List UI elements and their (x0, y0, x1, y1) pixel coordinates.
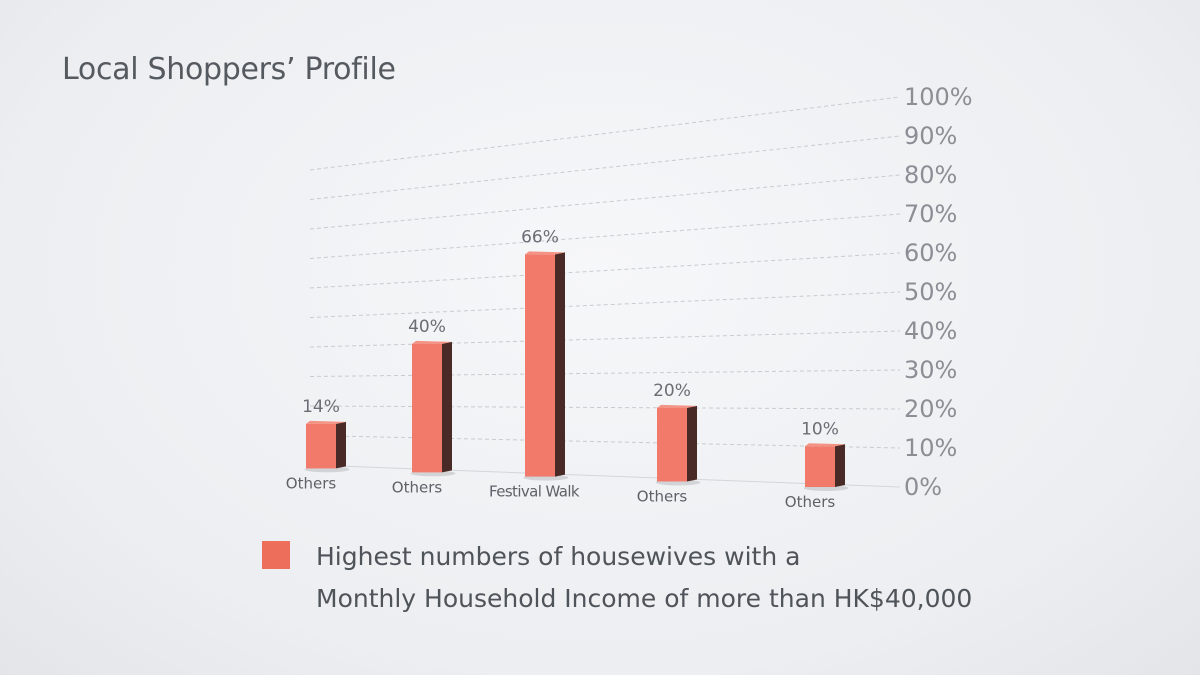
bar (410, 340, 456, 477)
bar-top (805, 443, 845, 447)
category-label: Others (785, 493, 836, 511)
gridlines (309, 96, 901, 488)
legend: Highest numbers of housewives with a Mon… (262, 536, 972, 620)
data-label: 14% (302, 397, 340, 417)
y-tick-label: 0% (904, 473, 942, 501)
bar (655, 404, 701, 486)
bar-front (412, 343, 442, 473)
bar-front (525, 254, 555, 477)
bar (523, 251, 569, 481)
bar-top (525, 251, 565, 255)
bar-front (306, 423, 336, 469)
y-tick-label: 40% (904, 317, 957, 345)
bar-side (442, 341, 452, 473)
data-labels: 14% 40% 66% 20% 10% (302, 227, 839, 439)
gridline (309, 213, 901, 259)
data-label: 66% (521, 227, 559, 247)
gridline (309, 174, 901, 230)
bar-side (835, 444, 845, 488)
y-tick-label: 20% (904, 395, 957, 423)
legend-line-1: Highest numbers of housewives with a (316, 542, 801, 571)
bar-front (657, 407, 687, 482)
bar-side (555, 252, 565, 477)
bar-side (687, 405, 697, 482)
category-label: Others (392, 478, 443, 496)
y-tick-label: 60% (904, 239, 957, 267)
y-axis-ticks: 0% 10% 20% 30% 40% 50% 60% 70% 80% 90% 100% (904, 83, 973, 501)
bar-top (657, 404, 697, 408)
category-label: Festival Walk (489, 483, 580, 501)
gridline (309, 135, 901, 200)
bar-front (805, 446, 835, 488)
bar-top (412, 340, 452, 344)
gridline (309, 405, 901, 410)
gridline (309, 330, 901, 348)
legend-swatch (262, 541, 290, 569)
y-tick-label: 70% (904, 200, 957, 228)
y-tick-label: 80% (904, 161, 957, 189)
category-labels: Others Others Festival Walk Others Others (286, 474, 836, 511)
slide-title: Local Shoppers’ Profile (62, 52, 396, 87)
category-label: Others (637, 487, 688, 505)
bar-side (336, 421, 346, 469)
gridline (309, 96, 901, 171)
gridline (309, 369, 901, 377)
legend-label: Highest numbers of housewives with a Mon… (316, 536, 972, 620)
bar (304, 420, 350, 473)
bar-top (306, 420, 346, 424)
gridline (309, 291, 901, 318)
data-label: 10% (801, 419, 839, 439)
data-label: 40% (408, 317, 446, 337)
y-tick-label: 50% (904, 278, 957, 306)
y-tick-label: 100% (904, 83, 973, 111)
bars (304, 251, 849, 492)
legend-line-2: Monthly Household Income of more than HK… (316, 584, 973, 613)
gridline (309, 252, 901, 289)
data-label: 20% (653, 381, 691, 401)
bar (803, 443, 849, 492)
category-label: Others (286, 474, 337, 492)
gridline (309, 464, 901, 488)
gridline (309, 435, 901, 449)
y-tick-label: 10% (904, 434, 957, 462)
y-tick-label: 30% (904, 356, 957, 384)
y-tick-label: 90% (904, 122, 957, 150)
